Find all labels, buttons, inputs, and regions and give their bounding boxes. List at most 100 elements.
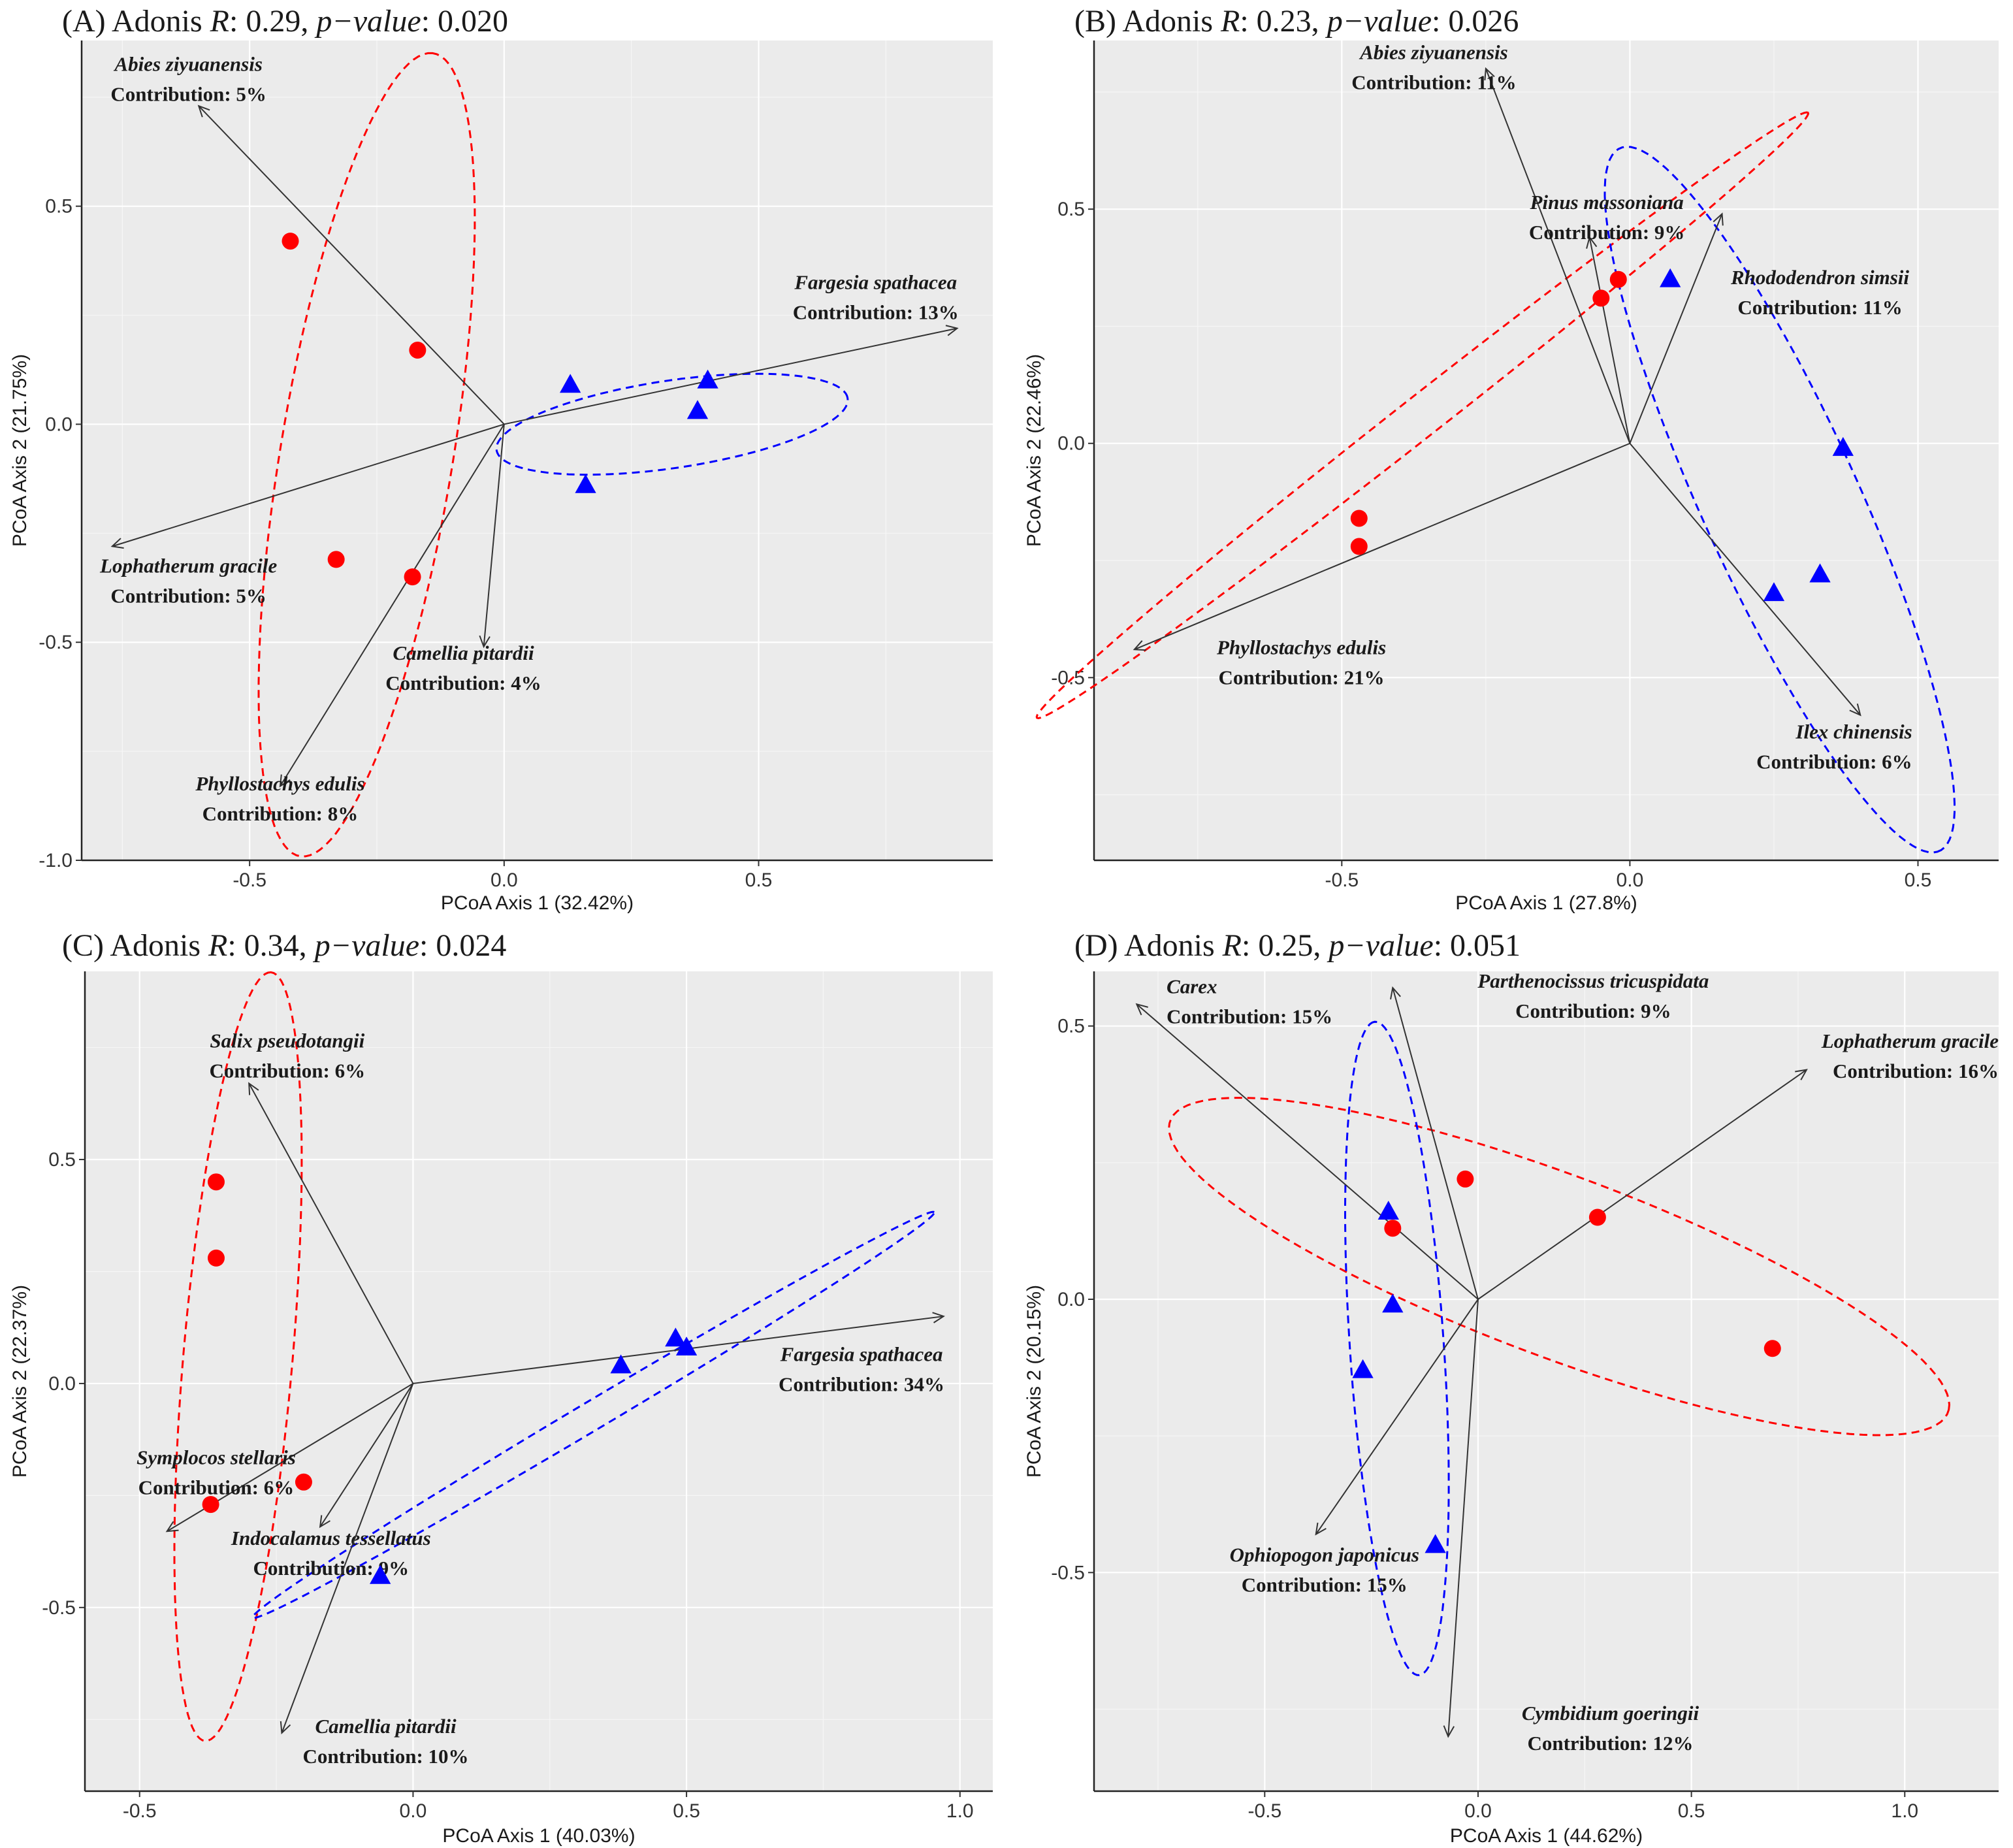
panel-c-y-tick-label: -0.5 — [42, 1597, 76, 1619]
panel-b-confidence-ellipse — [1603, 146, 1956, 854]
panel-c-confidence-ellipse — [251, 1210, 935, 1619]
panel-c-arrow-species-label: Symplocos stellaris — [137, 1446, 296, 1468]
panel-d-point-group-1 — [1588, 1208, 1606, 1226]
panel-d-arrow-line — [1477, 1069, 1807, 1300]
panel-c-point-group-2 — [675, 1337, 698, 1355]
panel-a-arrow-line — [112, 423, 505, 547]
panel-a-point-group-2 — [686, 400, 709, 419]
panel-a-y-tick-label: 0.5 — [45, 196, 72, 218]
panel-c-x-tick-label: 0.0 — [400, 1800, 427, 1822]
panel-d-arrow-species-label: Ophiopogon japonicus — [1230, 1544, 1419, 1566]
panel-b-title-part: R — [1220, 4, 1240, 39]
panel-d-point-group-1 — [1384, 1220, 1402, 1237]
panel-a-y-axis-title: PCoA Axis 2 (21.75%) — [9, 354, 31, 547]
panel-c-y-tick-label: 0.0 — [48, 1373, 76, 1395]
panel-d-y-tick-label: -0.5 — [1051, 1562, 1085, 1583]
panel-d-plot-area — [1094, 971, 1999, 1791]
panel-c-x-tick-label: -0.5 — [123, 1800, 157, 1822]
panel-c-point-group-2 — [370, 1564, 391, 1584]
panel-c-point-group-2 — [665, 1327, 686, 1347]
panel-a-title-part: p−value — [314, 4, 421, 39]
panel-b-arrow-head — [1484, 67, 1495, 81]
panel-b-x-tick-label: 0.5 — [1905, 869, 1932, 891]
panel-d: (D) Adonis R: 0.25, p−value: 0.051 -0.5 0.… — [1023, 928, 1999, 1847]
panel-d-arrow-head — [1390, 986, 1401, 999]
panel-a-plot-area — [82, 41, 993, 860]
panel-b-arrow-head — [1713, 212, 1724, 226]
panel-a-point-group-1 — [282, 233, 299, 250]
panel-c-arrow-species-label: Indocalamus tessellatus — [231, 1527, 431, 1549]
panel-a-x-axis-title: PCoA Axis 1 (32.42%) — [441, 892, 634, 914]
panel-d-point-group-1 — [1763, 1340, 1781, 1357]
panel-c-arrow-head — [319, 1515, 330, 1529]
panel-b-arrow-contribution-label: Contribution: 11% — [1737, 296, 1902, 319]
panel-d-title-part: : 0.051 — [1434, 928, 1521, 963]
panel-c-title-part: : 0.024 — [419, 928, 506, 963]
panel-c-title-part: (C) Adonis — [62, 928, 208, 963]
panel-d-y-tick-label: 0.0 — [1057, 1289, 1085, 1310]
panel-c-x-axis-title: PCoA Axis 1 (40.03%) — [442, 1825, 635, 1847]
panel-b-point-group-2 — [1832, 436, 1854, 456]
panel-b-point-group-2 — [1660, 268, 1681, 287]
panel-a-arrow-line — [483, 424, 505, 647]
panel-d-point-group-2 — [1377, 1201, 1399, 1220]
panel-b-arrow-line — [1588, 237, 1631, 444]
panel-d-arrow-line — [1447, 1299, 1479, 1737]
panel-c-arrow-contribution-label: Contribution: 6% — [138, 1476, 295, 1499]
panel-c-point-group-1 — [295, 1473, 312, 1491]
panel-a-arrow-contribution-label: Contribution: 13% — [793, 301, 959, 324]
panel-b-x-axis-title: PCoA Axis 1 (27.8%) — [1455, 892, 1637, 914]
panel-a-point-group-1 — [327, 551, 345, 568]
panel-d-arrow-species-label: Cymbidium goeringii — [1522, 1702, 1699, 1725]
panel-d-point-group-2 — [1425, 1534, 1446, 1553]
panel-d-arrow-species-label: Lophatherum gracile — [1821, 1029, 1999, 1052]
panel-a-y-tick-label: 0.0 — [45, 413, 72, 435]
panel-a-arrow-species-label: Abies ziyuanensis — [113, 53, 263, 76]
panel-c-arrow-contribution-label: Contribution: 10% — [303, 1745, 469, 1768]
panel-d-arrow-line — [1136, 1003, 1479, 1300]
panel-d-point-group-2 — [1352, 1359, 1374, 1378]
panel-c-point-group-1 — [202, 1496, 219, 1514]
panel-b-x-tick-label: 0.0 — [1617, 869, 1644, 891]
panel-b-arrow-species-label: Ilex chinensis — [1795, 721, 1912, 743]
panel-b-title-part: p−value — [1325, 4, 1432, 39]
panel-a-arrow-line — [504, 327, 958, 425]
panel-c-point-group-1 — [207, 1249, 225, 1267]
panel-d-confidence-ellipse — [1168, 1097, 1951, 1436]
panel-c-point-group-1 — [207, 1173, 225, 1191]
panel-a-confidence-ellipse — [495, 372, 849, 476]
panel-a-arrow-contribution-label: Contribution: 4% — [385, 672, 541, 694]
panel-c-arrow-head — [932, 1312, 945, 1323]
panel-d-title: (D) Adonis R: 0.25, p−value: 0.051 — [1074, 928, 1521, 963]
panel-a-arrow-contribution-label: Contribution: 8% — [202, 802, 359, 825]
panel-a-x-tick-label: 0.0 — [491, 869, 518, 891]
panel-d-x-tick-label: 0.0 — [1464, 1800, 1492, 1822]
panel-b-arrow-species-label: Rhododendron simsii — [1730, 266, 1909, 289]
panel-b-arrow-line — [1485, 68, 1631, 444]
panel-d-arrow-contribution-label: Contribution: 16% — [1833, 1060, 1999, 1082]
panel-a-arrow-line — [280, 423, 505, 787]
panel-c-x-tick-label: 1.0 — [946, 1800, 974, 1822]
panel-d-arrow-contribution-label: Contribution: 12% — [1527, 1732, 1693, 1755]
panel-c-x-tick-label: 0.5 — [673, 1800, 700, 1822]
panel-d-point-group-1 — [1457, 1170, 1474, 1188]
panel-c-arrow-contribution-label: Contribution: 6% — [210, 1060, 366, 1082]
panel-a-arrow-species-label: Camellia pitardii — [393, 641, 534, 664]
panel-a-point-group-1 — [409, 341, 427, 359]
panel-a-title-part: : 0.020 — [421, 4, 508, 39]
panel-c-arrow-line — [281, 1383, 414, 1734]
panel-a-title: (A) Adonis R: 0.29, p−value: 0.020 — [62, 4, 508, 39]
panel-b-arrow-line — [1629, 213, 1723, 444]
panel-d-title-part: p−value — [1327, 928, 1433, 963]
panel-c-plot-area — [85, 971, 993, 1791]
panel-a-arrow-contribution-label: Contribution: 5% — [110, 584, 266, 607]
panel-a-arrow-head — [110, 538, 124, 549]
panel-c-arrow-head — [165, 1521, 179, 1532]
panel-b-title-part: : 0.23, — [1240, 4, 1327, 39]
panel-b-y-axis-title: PCoA Axis 2 (22.46%) — [1023, 354, 1045, 547]
panel-b-y-tick-label: 0.0 — [1057, 433, 1085, 455]
panel-b-point-group-1 — [1609, 270, 1627, 288]
panel-d-title-part: (D) Adonis — [1074, 928, 1223, 963]
panel-d-x-tick-label: -0.5 — [1248, 1800, 1281, 1822]
